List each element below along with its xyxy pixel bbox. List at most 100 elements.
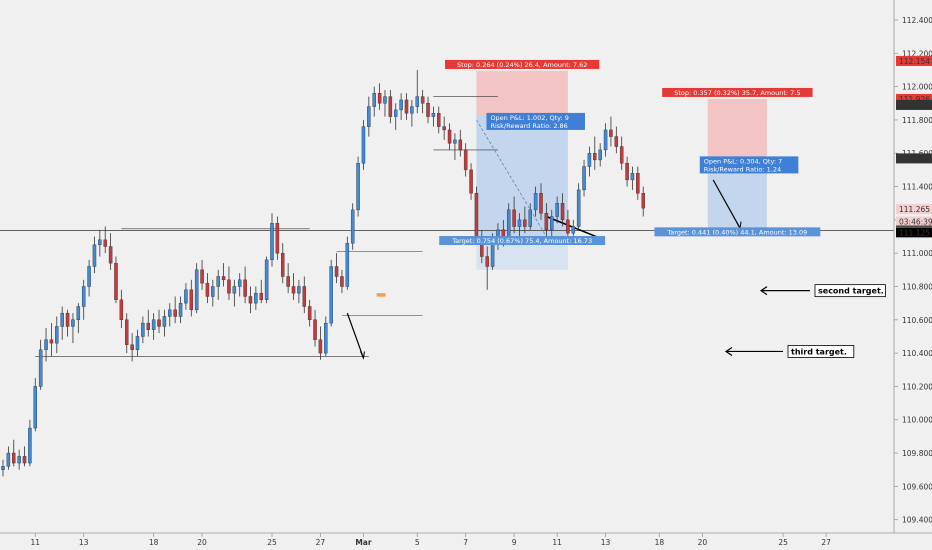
- left-arrow-icon: [724, 346, 733, 356]
- annotation-box: [814, 284, 886, 298]
- y-tick-label: 111.000: [902, 249, 932, 258]
- candle-body: [60, 312, 64, 327]
- down-arrow-line[interactable]: [346, 312, 365, 359]
- candle-body: [178, 302, 183, 317]
- candle-body: [517, 219, 522, 227]
- stop-zone[interactable]: [707, 98, 767, 159]
- candle-body: [205, 282, 210, 297]
- candle-body: [539, 193, 543, 214]
- stop-label-box: [445, 59, 600, 69]
- x-tick-label: Mar: [355, 538, 372, 547]
- candle-body: [124, 319, 129, 345]
- candle-body: [313, 319, 317, 340]
- down-arrow-line[interactable]: [712, 179, 741, 229]
- risk-reward-text: Risk/Reward Ratio: 2.86: [490, 122, 567, 130]
- candle-body: [44, 339, 48, 350]
- candle-body: [469, 169, 473, 194]
- target-zone[interactable]: [476, 114, 568, 241]
- candle-body: [350, 209, 355, 244]
- candle-body: [410, 106, 414, 114]
- annotation-box: [787, 345, 855, 358]
- candle-body: [1, 466, 5, 470]
- target-label-box: [439, 236, 606, 246]
- candle-body: [189, 289, 194, 311]
- x-tick-label: 18: [149, 538, 159, 547]
- candle-body: [243, 279, 247, 297]
- candle-body: [22, 456, 27, 464]
- y-tick-label: 110.400: [902, 349, 932, 358]
- candle-body: [587, 153, 592, 167]
- annotation-text: second target.: [818, 287, 884, 296]
- left-arrow-icon: [759, 286, 768, 296]
- candle-body: [146, 322, 151, 330]
- risk-reward-text: Risk/Reward Ratio: 1.24: [704, 165, 781, 173]
- y-tick-label: 112.000: [902, 83, 932, 92]
- candle-body: [216, 276, 220, 287]
- x-tick-label: 11: [552, 538, 562, 547]
- x-tick-label: 11: [31, 538, 41, 547]
- candle-body: [458, 139, 463, 151]
- candle-body: [28, 427, 32, 464]
- price-label-text: 111.265: [899, 205, 930, 214]
- candle-body: [291, 286, 296, 294]
- projection-dashed-line[interactable]: [476, 119, 547, 237]
- candle-body: [141, 322, 145, 337]
- position-zones[interactable]: [476, 70, 767, 270]
- x-tick-label: 13: [601, 538, 611, 547]
- candle-body: [431, 113, 436, 117]
- x-tick-label: 13: [79, 538, 89, 547]
- candle-body: [576, 189, 581, 227]
- y-tick-label: 111.800: [902, 116, 932, 125]
- candle-body: [38, 349, 43, 387]
- candle-body: [625, 163, 629, 181]
- candle-body: [81, 286, 86, 307]
- candle-body: [259, 292, 263, 301]
- candle-body: [270, 222, 274, 261]
- stop-zone[interactable]: [476, 70, 568, 115]
- candle-body: [501, 229, 506, 237]
- candle-body: [65, 312, 70, 327]
- y-tick-label: 110.200: [902, 382, 932, 391]
- candle-body: [200, 269, 204, 284]
- candle-body: [630, 173, 635, 181]
- open-pnl-box: [699, 156, 799, 174]
- candle-body: [356, 163, 360, 211]
- candle-body: [55, 326, 59, 344]
- price-label-text: 111.569: [899, 154, 930, 163]
- position-labels: Stop: 0.264 (0.24%) 26.4, Amount: 7.62 Ta…: [439, 59, 886, 358]
- price-label-box: [896, 55, 932, 66]
- candle-body: [523, 219, 527, 227]
- candle-body: [582, 166, 586, 191]
- price-label-text: 111.890: [899, 101, 930, 110]
- stop-label-box: [662, 87, 813, 97]
- price-label-box: [896, 93, 932, 104]
- open-pnl-box: [486, 112, 585, 130]
- candle-body: [6, 452, 11, 467]
- y-tick-label: 109.400: [902, 516, 932, 525]
- candle-body: [447, 129, 452, 144]
- candle-body: [361, 126, 366, 164]
- price-label-box: [896, 216, 932, 227]
- candle-body: [103, 239, 107, 247]
- candle-body: [404, 99, 409, 114]
- time-axis[interactable]: 11 13 18 20 25 27 Mar 5 7 9 11 13 18 20 25 27: [31, 533, 832, 547]
- candle-body: [264, 259, 269, 301]
- candle-body: [119, 299, 124, 320]
- annotation-text: third target.: [791, 347, 847, 356]
- candle-body: [286, 276, 290, 287]
- candle-body: [168, 309, 172, 317]
- candle-body: [636, 173, 640, 194]
- candle-body: [232, 286, 237, 294]
- candle-body: [248, 296, 253, 304]
- price-axis[interactable]: 112.400112.200112.000111.800111.600111.4…: [894, 16, 932, 525]
- candle-body: [512, 209, 516, 227]
- candle-body: [485, 256, 489, 267]
- x-tick-label: 7: [463, 538, 468, 547]
- candle-body: [184, 289, 188, 304]
- candle-body: [377, 93, 382, 104]
- candle-body: [329, 266, 333, 324]
- candle-body: [227, 279, 231, 294]
